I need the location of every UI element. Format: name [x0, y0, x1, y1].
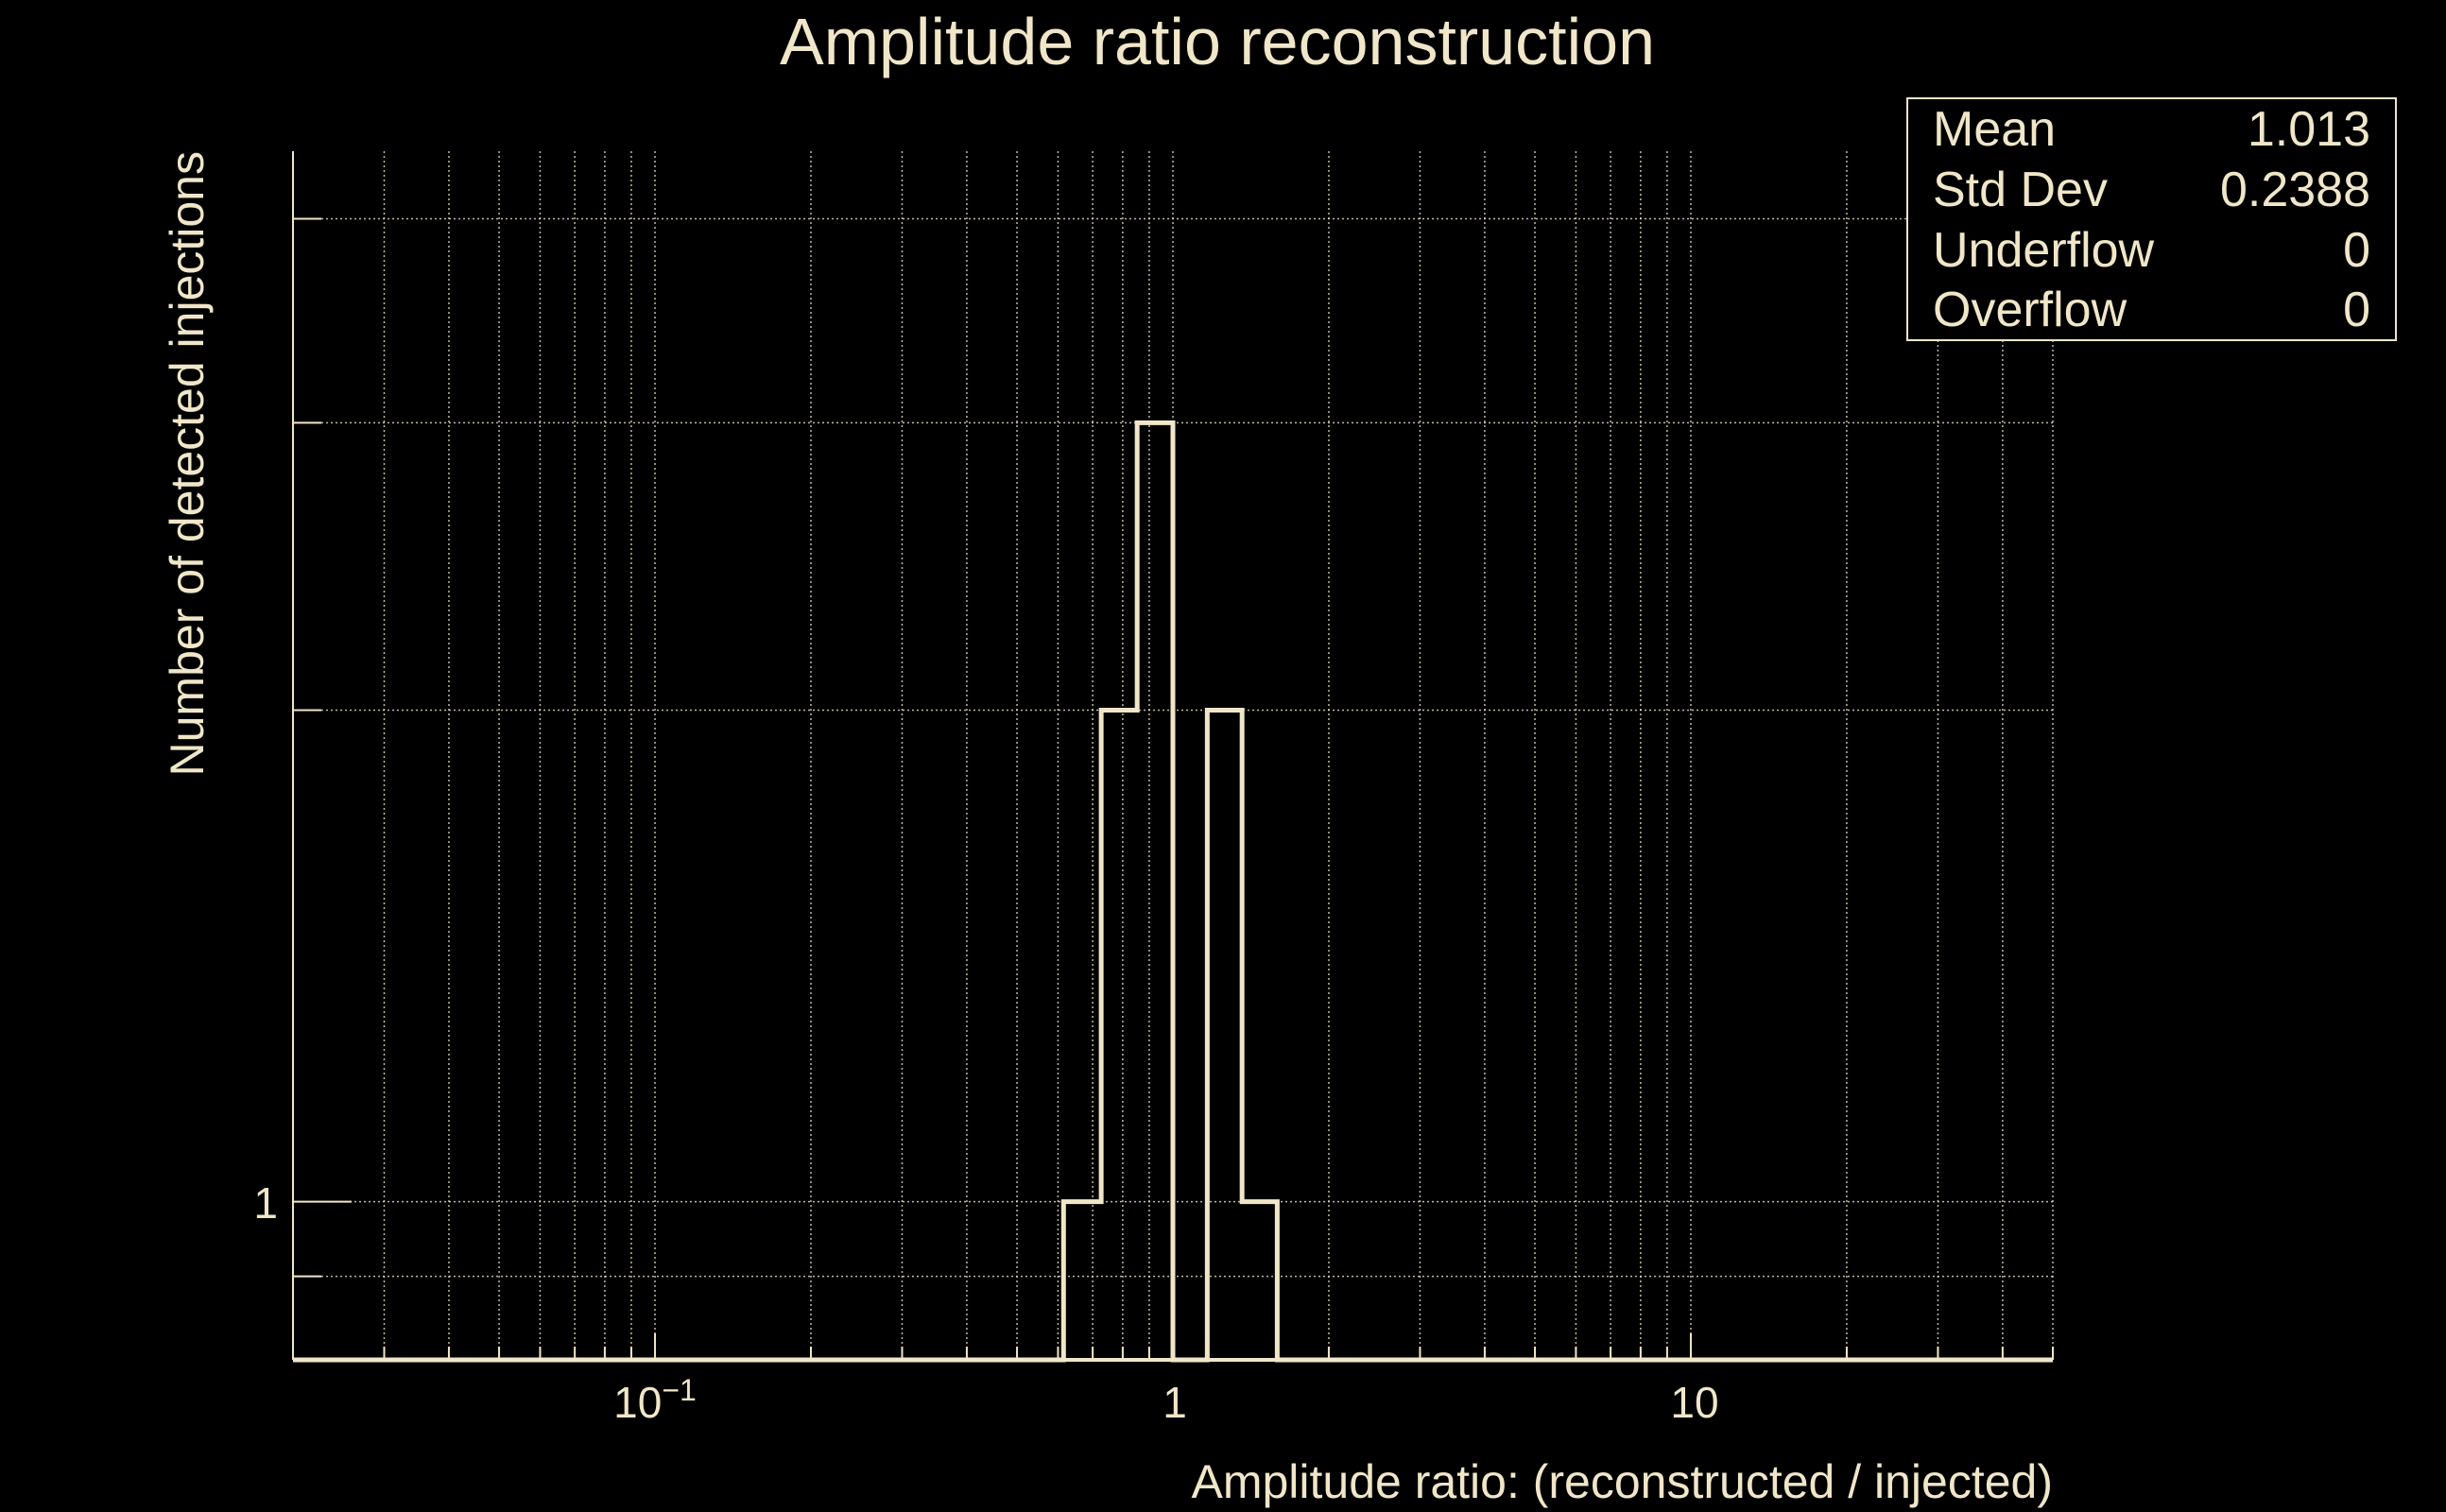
histogram-bin	[1137, 422, 1173, 1360]
stats-underflow-value: 0	[2343, 223, 2370, 278]
histogram-bin	[1063, 1202, 1101, 1360]
stats-mean-label: Mean	[1933, 102, 2056, 157]
stats-box: Mean 1.013 Std Dev 0.2388 Underflow 0 Ov…	[1906, 97, 2397, 341]
stats-overflow-label: Overflow	[1933, 283, 2127, 337]
x-tick-label-1: 1	[1163, 1378, 1187, 1427]
stats-stddev-value: 0.2388	[2220, 163, 2370, 217]
x-tick-label-exponent: −1	[662, 1373, 696, 1407]
stats-stddev-label: Std Dev	[1933, 163, 2108, 217]
y-axis-title: Number of detected injections	[161, 151, 214, 776]
stats-underflow-label: Underflow	[1933, 223, 2155, 278]
chart-title: Amplitude ratio reconstruction	[780, 5, 1655, 78]
x-tick-labels: 10−1 1 10	[613, 1373, 1718, 1427]
x-axis-title: Amplitude ratio: (reconstructed / inject…	[1191, 1455, 2053, 1508]
histogram-bin	[1101, 711, 1137, 1360]
x-tick-label-0p1: 10−1	[613, 1373, 697, 1427]
stats-overflow-value: 0	[2343, 283, 2370, 337]
x-tick-label-10: 10	[1670, 1378, 1718, 1427]
y-tick-label-1: 1	[253, 1178, 278, 1228]
histogram-outline	[293, 420, 2053, 1363]
histogram-bin	[1207, 711, 1242, 1360]
stats-mean-value: 1.013	[2248, 102, 2370, 157]
stats-box-frame	[1906, 97, 2397, 341]
histogram-bin	[1242, 1202, 1277, 1360]
x-tick-label-base: 10	[613, 1378, 662, 1427]
